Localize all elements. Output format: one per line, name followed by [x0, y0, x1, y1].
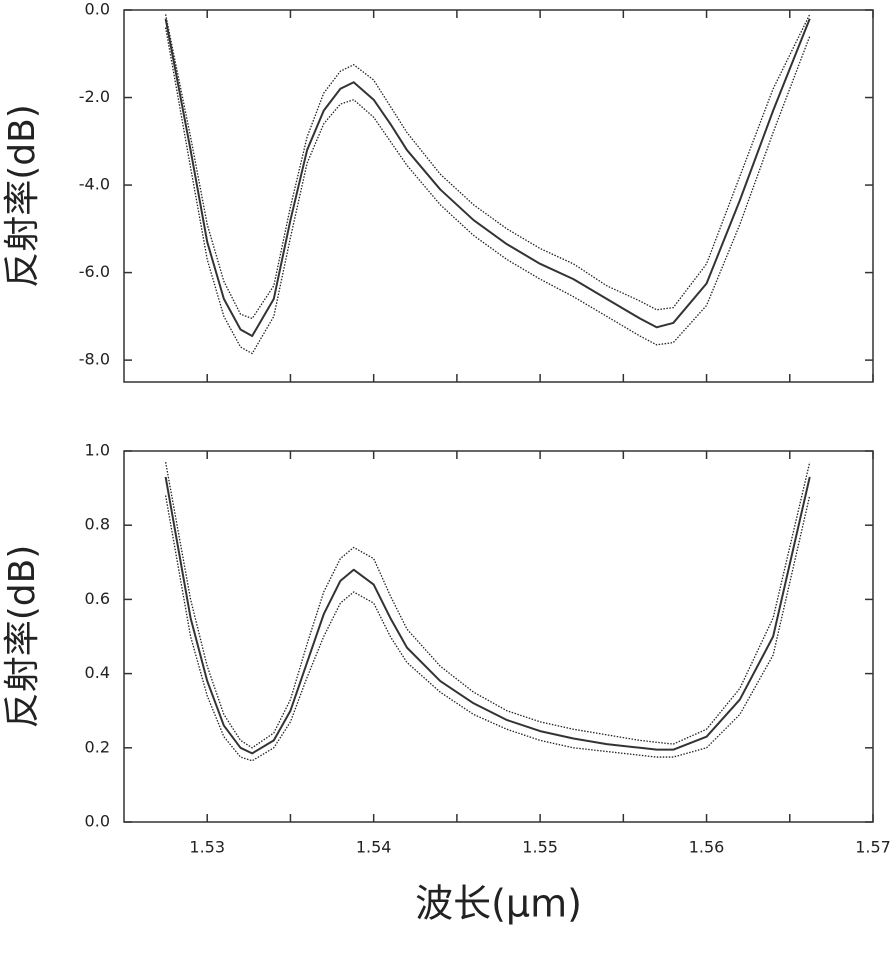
- y-tick-label: 0.6: [85, 589, 110, 608]
- line-series: [164, 27, 811, 355]
- plot-frame: [123, 450, 874, 823]
- y-axis-label: 反射率(dB): [2, 104, 43, 288]
- y-tick-label: -6.0: [79, 262, 110, 281]
- y-tick-label: 0.4: [85, 663, 110, 682]
- y-tick-label: 0.0: [85, 0, 110, 19]
- x-axis-label: 波长(μm): [415, 882, 582, 926]
- x-tick-label: 1.53: [189, 838, 225, 857]
- y-tick-label: -8.0: [79, 350, 110, 369]
- line-series: [164, 495, 811, 762]
- line-series: [164, 461, 811, 749]
- y-axis-label: 反射率(dB): [2, 545, 43, 729]
- line-series: [164, 18, 811, 338]
- y-tick-label: 1.0: [85, 441, 110, 460]
- x-tick-label: 1.56: [689, 838, 725, 857]
- x-tick-label: 1.55: [522, 838, 558, 857]
- x-tick-label: 1.54: [356, 838, 392, 857]
- y-tick-label: -4.0: [79, 175, 110, 194]
- y-tick-label: -2.0: [79, 87, 110, 106]
- plot-frame: [123, 9, 874, 383]
- x-tick-label: 1.57: [855, 838, 890, 857]
- y-tick-label: 0.8: [85, 515, 110, 534]
- y-tick-label: 0.0: [85, 812, 110, 831]
- line-series: [164, 14, 811, 320]
- line-series: [164, 476, 811, 755]
- y-tick-label: 0.2: [85, 737, 110, 756]
